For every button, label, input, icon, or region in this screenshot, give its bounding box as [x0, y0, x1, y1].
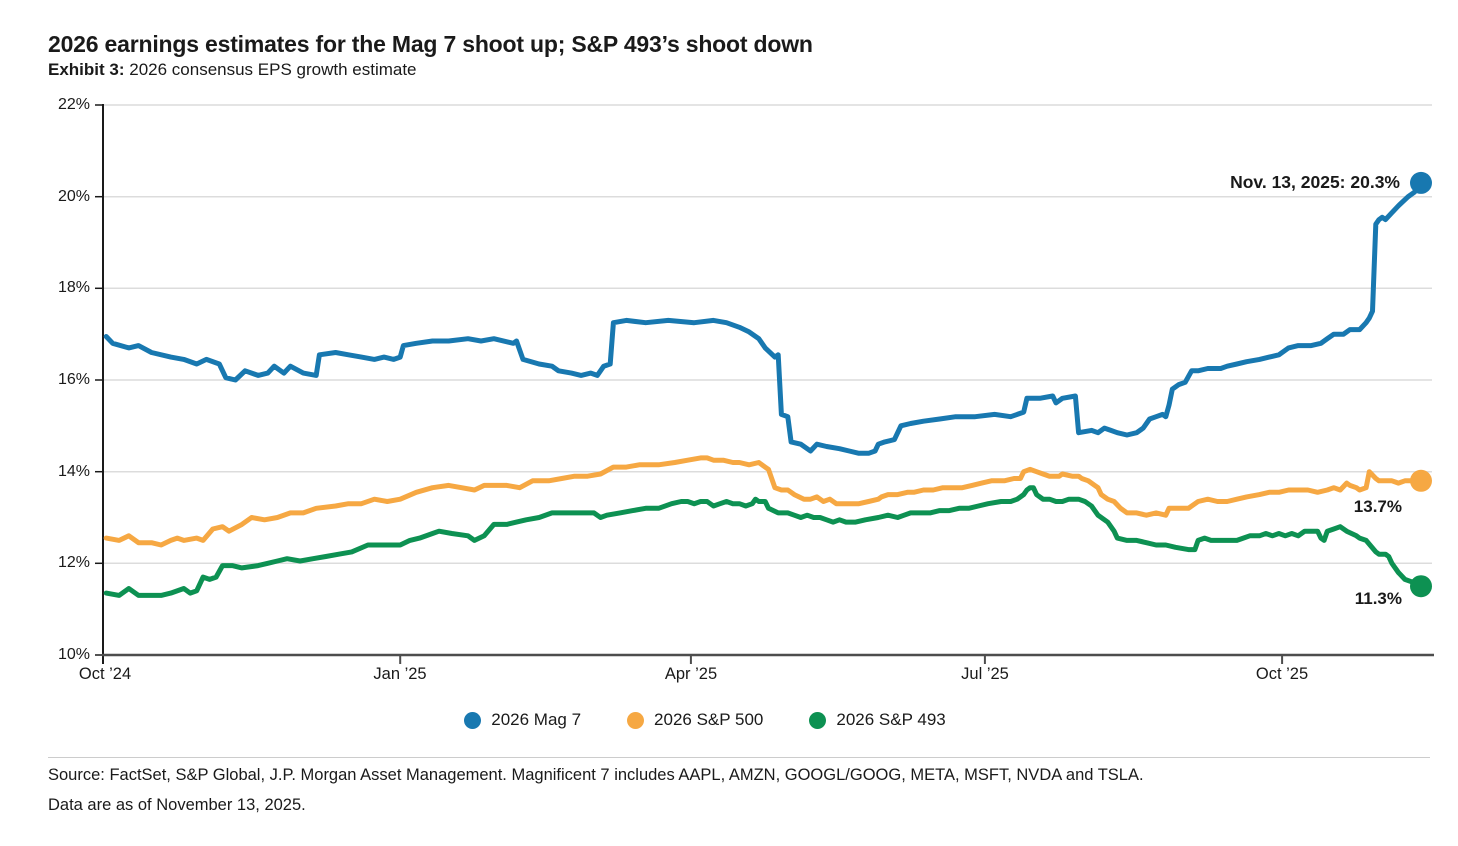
chart-subtitle: Exhibit 3: 2026 consensus EPS growth est… — [48, 60, 417, 80]
x-tick-label: Apr ’25 — [664, 665, 718, 683]
y-tick-label: 20% — [57, 188, 90, 205]
series-end-dot — [1410, 171, 1432, 194]
data-as-of-line: Data are as of November 13, 2025. — [48, 796, 306, 814]
y-tick-label: 10% — [57, 646, 90, 663]
exhibit-label: Exhibit 3: — [48, 60, 125, 79]
series-end-dot — [1410, 469, 1432, 492]
series-line — [103, 180, 1424, 456]
sp493-series-dot-icon — [809, 711, 827, 729]
legend-label-mag7: 2026 Mag 7 — [491, 710, 582, 729]
mag7-series-dot-icon — [464, 711, 482, 729]
legend-item-sp493: 2026 S&P 493 — [809, 710, 946, 730]
y-tick-label: 14% — [57, 463, 90, 480]
latest-value-annotation: Nov. 13, 2025: 20.3% — [1230, 172, 1400, 192]
x-tick-label: Jul ’25 — [961, 665, 1009, 683]
series-line — [103, 455, 1424, 548]
sp493-end-label: 11.3% — [1354, 589, 1402, 608]
sp500-series-dot-icon — [627, 711, 645, 729]
legend-item-sp500: 2026 S&P 500 — [627, 710, 763, 730]
y-tick-label: 18% — [57, 279, 90, 296]
legend-label-sp493: 2026 S&P 493 — [836, 710, 946, 729]
x-tick-label: Jan ’25 — [373, 665, 427, 683]
y-tick-label: 16% — [57, 371, 90, 388]
x-tick-label: Oct ’24 — [78, 665, 132, 683]
x-tick-label: Oct ’25 — [1255, 665, 1309, 683]
y-tick-label: 12% — [57, 554, 90, 571]
page-title: 2026 earnings estimates for the Mag 7 sh… — [48, 31, 813, 58]
legend-label-sp500: 2026 S&P 500 — [654, 710, 764, 729]
source-line: Source: FactSet, S&P Global, J.P. Morgan… — [48, 766, 1144, 784]
footer-divider — [48, 757, 1430, 758]
legend-item-mag7: 2026 Mag 7 — [464, 710, 581, 730]
series-line — [103, 485, 1424, 598]
exhibit-text: 2026 consensus EPS growth estimate — [124, 60, 417, 79]
sp500-end-label: 13.7% — [1353, 497, 1402, 516]
y-tick-label: 22% — [57, 96, 90, 113]
series-end-dot — [1410, 575, 1432, 598]
legend: 2026 Mag 7 2026 S&P 500 2026 S&P 493 — [0, 710, 1434, 730]
